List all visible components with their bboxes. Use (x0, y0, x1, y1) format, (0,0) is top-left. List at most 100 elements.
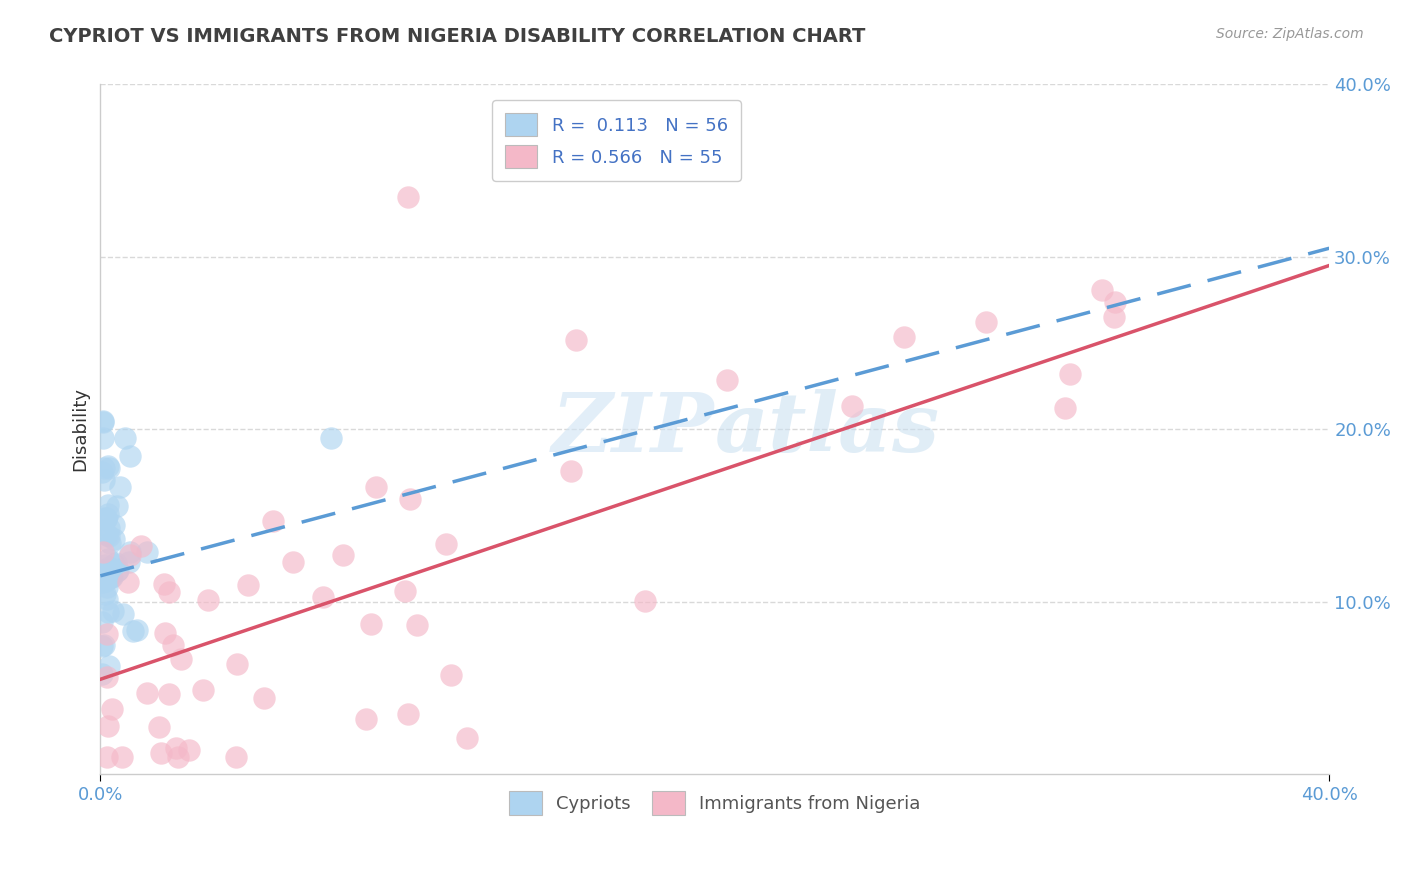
Point (101, 604, 124, 618)
Point (153, 626, 176, 640)
Point (354, 712, 377, 726)
Point (319, 431, 342, 445)
Point (100, 570, 122, 584)
Point (97, 559, 120, 574)
Text: ZIP: ZIP (553, 389, 714, 469)
Point (129, 539, 152, 553)
Point (150, 746, 173, 760)
Point (974, 315, 997, 329)
Point (111, 607, 134, 622)
Point (93, 414, 115, 428)
Point (157, 687, 180, 701)
Point (98, 529, 121, 543)
Point (94, 587, 117, 601)
Point (110, 480, 132, 494)
Point (118, 449, 141, 463)
Point (97, 508, 120, 522)
Point (90, 639, 112, 653)
Legend: Cypriots, Immigrants from Nigeria: Cypriots, Immigrants from Nigeria (501, 782, 929, 823)
Point (197, 592, 219, 607)
Point (118, 555, 141, 569)
Point (93, 638, 115, 652)
Point (94, 510, 117, 524)
Point (170, 652, 193, 666)
Point (716, 373, 738, 387)
Point (225, 750, 247, 764)
Point (93, 461, 115, 475)
Point (104, 556, 127, 570)
Point (893, 330, 915, 344)
Point (1059, 368, 1081, 382)
Point (105, 499, 128, 513)
Point (1090, 283, 1112, 297)
Point (97, 718, 120, 732)
Point (118, 549, 141, 563)
Point (103, 532, 125, 546)
Point (101, 702, 124, 716)
Point (165, 740, 187, 755)
Point (396, 706, 419, 721)
Point (162, 638, 184, 652)
Point (191, 683, 214, 698)
Point (91, 415, 114, 429)
Point (238, 578, 260, 592)
Point (91, 563, 114, 577)
Point (94, 526, 117, 541)
Point (103, 518, 125, 533)
Point (103, 558, 125, 572)
Text: Source: ZipAtlas.com: Source: ZipAtlas.com (1216, 27, 1364, 41)
Point (91, 574, 114, 589)
Point (90, 570, 112, 584)
Point (98, 568, 121, 582)
Point (634, 594, 657, 608)
Point (94, 512, 117, 526)
Point (96, 572, 118, 586)
Point (394, 584, 416, 599)
Point (93, 545, 115, 559)
Point (440, 668, 463, 682)
Point (94, 511, 117, 525)
Point (332, 548, 354, 562)
Y-axis label: Disability: Disability (72, 387, 89, 471)
Point (96, 574, 118, 588)
Point (252, 690, 274, 705)
Point (157, 585, 180, 599)
Point (90, 615, 112, 629)
Point (97, 605, 120, 619)
Point (111, 750, 134, 764)
Point (90, 666, 112, 681)
Point (148, 720, 170, 734)
Point (98, 536, 121, 550)
Point (360, 617, 382, 632)
Point (96, 750, 118, 764)
Point (107, 565, 129, 579)
Point (225, 657, 247, 672)
Point (312, 590, 335, 604)
Point (96, 580, 118, 594)
Point (281, 555, 304, 569)
Point (122, 624, 145, 638)
Point (399, 492, 422, 507)
Point (97, 521, 120, 535)
Point (98, 461, 121, 475)
Text: atlas: atlas (714, 389, 941, 469)
Point (177, 743, 200, 757)
Point (262, 514, 284, 528)
Point (97, 659, 120, 673)
Point (91, 465, 114, 479)
Point (97, 552, 120, 566)
Point (100, 570, 122, 584)
Point (96, 670, 118, 684)
Point (434, 537, 457, 551)
Point (841, 399, 863, 413)
Point (93, 431, 115, 445)
Point (560, 464, 582, 478)
Point (136, 545, 159, 559)
Point (96, 592, 118, 607)
Text: CYPRIOT VS IMMIGRANTS FROM NIGERIA DISABILITY CORRELATION CHART: CYPRIOT VS IMMIGRANTS FROM NIGERIA DISAB… (49, 27, 866, 45)
Point (93, 473, 115, 487)
Point (93, 558, 115, 572)
Point (117, 574, 139, 589)
Point (1104, 294, 1126, 309)
Point (96, 627, 118, 641)
